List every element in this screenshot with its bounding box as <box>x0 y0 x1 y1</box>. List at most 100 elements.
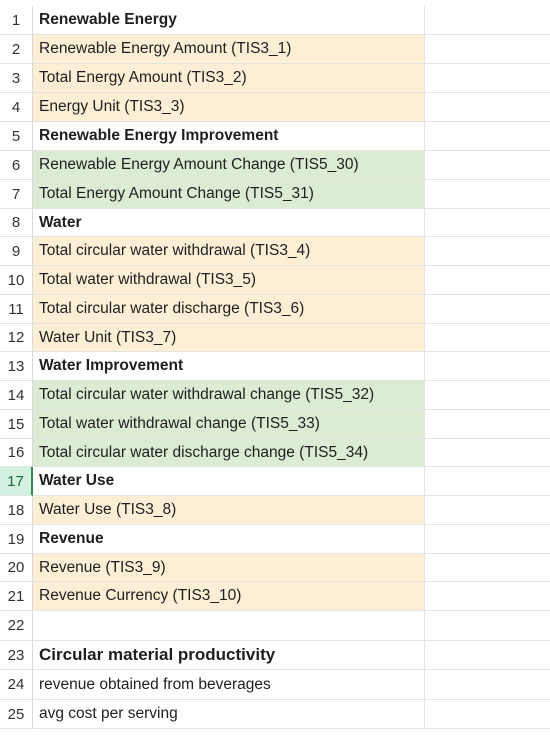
cell-column-b[interactable] <box>424 700 550 729</box>
cell-column-a[interactable]: Energy Unit (TIS3_3) <box>33 93 424 122</box>
row-number[interactable]: 1 <box>0 6 33 35</box>
table-row[interactable]: 13 Water Improvement <box>0 352 550 381</box>
cell-column-a[interactable] <box>33 611 424 641</box>
row-number[interactable]: 10 <box>0 266 33 295</box>
cell-column-a[interactable]: Renewable Energy <box>33 6 424 35</box>
cell-column-b[interactable] <box>424 496 550 525</box>
cell-column-b[interactable] <box>424 352 550 381</box>
cell-column-b[interactable] <box>424 6 550 35</box>
cell-column-b[interactable] <box>424 670 550 700</box>
cell-column-a[interactable]: revenue obtained from beverages <box>33 670 424 700</box>
table-row[interactable]: 12 Water Unit (TIS3_7) <box>0 324 550 352</box>
row-number[interactable]: 18 <box>0 496 33 525</box>
cell-column-b[interactable] <box>424 35 550 64</box>
cell-column-a[interactable]: Water Unit (TIS3_7) <box>33 324 424 352</box>
row-number[interactable]: 8 <box>0 209 33 237</box>
table-row[interactable]: 16 Total circular water discharge change … <box>0 439 550 467</box>
row-number[interactable]: 24 <box>0 670 33 700</box>
table-row[interactable]: 23 Circular material productivity <box>0 641 550 670</box>
cell-column-a[interactable]: Water Improvement <box>33 352 424 381</box>
row-number[interactable]: 15 <box>0 410 33 439</box>
cell-column-b[interactable] <box>424 237 550 266</box>
table-row[interactable]: 8 Water <box>0 209 550 237</box>
cell-column-a[interactable]: Renewable Energy Amount Change (TIS5_30) <box>33 151 424 180</box>
cell-column-b[interactable] <box>424 266 550 295</box>
table-row[interactable]: 4 Energy Unit (TIS3_3) <box>0 93 550 122</box>
cell-column-a[interactable]: Total water withdrawal change (TIS5_33) <box>33 410 424 439</box>
row-number[interactable]: 6 <box>0 151 33 180</box>
cell-column-b[interactable] <box>424 295 550 324</box>
table-row[interactable]: 25 avg cost per serving <box>0 700 550 729</box>
table-row[interactable]: 21 Revenue Currency (TIS3_10) <box>0 582 550 611</box>
cell-column-a[interactable]: Total Energy Amount Change (TIS5_31) <box>33 180 424 209</box>
cell-column-b[interactable] <box>424 582 550 611</box>
cell-column-a[interactable]: Circular material productivity <box>33 641 424 670</box>
cell-column-a[interactable]: Total water withdrawal (TIS3_5) <box>33 266 424 295</box>
row-number[interactable]: 25 <box>0 700 33 729</box>
row-number[interactable]: 11 <box>0 295 33 324</box>
cell-column-b[interactable] <box>424 324 550 352</box>
cell-column-b[interactable] <box>424 151 550 180</box>
row-number[interactable]: 2 <box>0 35 33 64</box>
cell-column-a[interactable]: Water <box>33 209 424 237</box>
cell-column-b[interactable] <box>424 64 550 93</box>
cell-column-b[interactable] <box>424 122 550 151</box>
cell-column-a[interactable]: Revenue Currency (TIS3_10) <box>33 582 424 611</box>
table-row[interactable]: 9 Total circular water withdrawal (TIS3_4… <box>0 237 550 266</box>
cell-column-b[interactable] <box>424 554 550 582</box>
row-number[interactable]: 14 <box>0 381 33 410</box>
cell-column-a[interactable]: Water Use (TIS3_8) <box>33 496 424 525</box>
table-row[interactable]: 14 Total circular water withdrawal change… <box>0 381 550 410</box>
row-number[interactable]: 5 <box>0 122 33 151</box>
table-row[interactable]: 24 revenue obtained from beverages <box>0 670 550 700</box>
cell-column-b[interactable] <box>424 381 550 410</box>
row-number[interactable]: 17 <box>0 467 33 496</box>
cell-column-a[interactable]: Total circular water discharge change (T… <box>33 439 424 467</box>
table-row[interactable]: 5 Renewable Energy Improvement <box>0 122 550 151</box>
table-row[interactable]: 15 Total water withdrawal change (TIS5_33… <box>0 410 550 439</box>
cell-column-a[interactable]: Total Energy Amount (TIS3_2) <box>33 64 424 93</box>
table-row[interactable]: 19 Revenue <box>0 525 550 554</box>
table-row[interactable]: 1 Renewable Energy <box>0 6 550 35</box>
table-row[interactable]: 7 Total Energy Amount Change (TIS5_31) <box>0 180 550 209</box>
cell-column-b[interactable] <box>424 410 550 439</box>
cell-column-a[interactable]: Renewable Energy Amount (TIS3_1) <box>33 35 424 64</box>
cell-column-a[interactable]: Total circular water discharge (TIS3_6) <box>33 295 424 324</box>
row-number[interactable]: 3 <box>0 64 33 93</box>
cell-column-b[interactable] <box>424 209 550 237</box>
cell-column-b[interactable] <box>424 439 550 467</box>
cell-column-b[interactable] <box>424 611 550 641</box>
row-number[interactable]: 12 <box>0 324 33 352</box>
table-row[interactable]: 3 Total Energy Amount (TIS3_2) <box>0 64 550 93</box>
table-row[interactable]: 2 Renewable Energy Amount (TIS3_1) <box>0 35 550 64</box>
row-number[interactable]: 19 <box>0 525 33 554</box>
cell-column-b[interactable] <box>424 525 550 554</box>
cell-column-a[interactable]: Water Use <box>33 467 424 496</box>
row-number[interactable]: 16 <box>0 439 33 467</box>
cell-column-b[interactable] <box>424 641 550 670</box>
table-row[interactable]: 22 <box>0 611 550 641</box>
row-number[interactable]: 9 <box>0 237 33 266</box>
cell-column-a[interactable]: Revenue (TIS3_9) <box>33 554 424 582</box>
row-number[interactable]: 22 <box>0 611 33 641</box>
cell-column-a[interactable]: Renewable Energy Improvement <box>33 122 424 151</box>
cell-column-a[interactable]: Total circular water withdrawal change (… <box>33 381 424 410</box>
cell-column-a[interactable]: Total circular water withdrawal (TIS3_4) <box>33 237 424 266</box>
table-row[interactable]: 18 Water Use (TIS3_8) <box>0 496 550 525</box>
cell-column-a[interactable]: Revenue <box>33 525 424 554</box>
table-row[interactable]: 10 Total water withdrawal (TIS3_5) <box>0 266 550 295</box>
cell-column-b[interactable] <box>424 93 550 122</box>
row-number[interactable]: 4 <box>0 93 33 122</box>
table-row[interactable]: 17 Water Use <box>0 467 550 496</box>
cell-column-b[interactable] <box>424 180 550 209</box>
row-number[interactable]: 21 <box>0 582 33 611</box>
row-number[interactable]: 23 <box>0 641 33 670</box>
table-row[interactable]: 6 Renewable Energy Amount Change (TIS5_30… <box>0 151 550 180</box>
cell-column-b[interactable] <box>424 467 550 496</box>
row-number[interactable]: 20 <box>0 554 33 582</box>
cell-column-a[interactable]: avg cost per serving <box>33 700 424 729</box>
row-number[interactable]: 7 <box>0 180 33 209</box>
table-row[interactable]: 11 Total circular water discharge (TIS3_6… <box>0 295 550 324</box>
table-row[interactable]: 20 Revenue (TIS3_9) <box>0 554 550 582</box>
row-number[interactable]: 13 <box>0 352 33 381</box>
